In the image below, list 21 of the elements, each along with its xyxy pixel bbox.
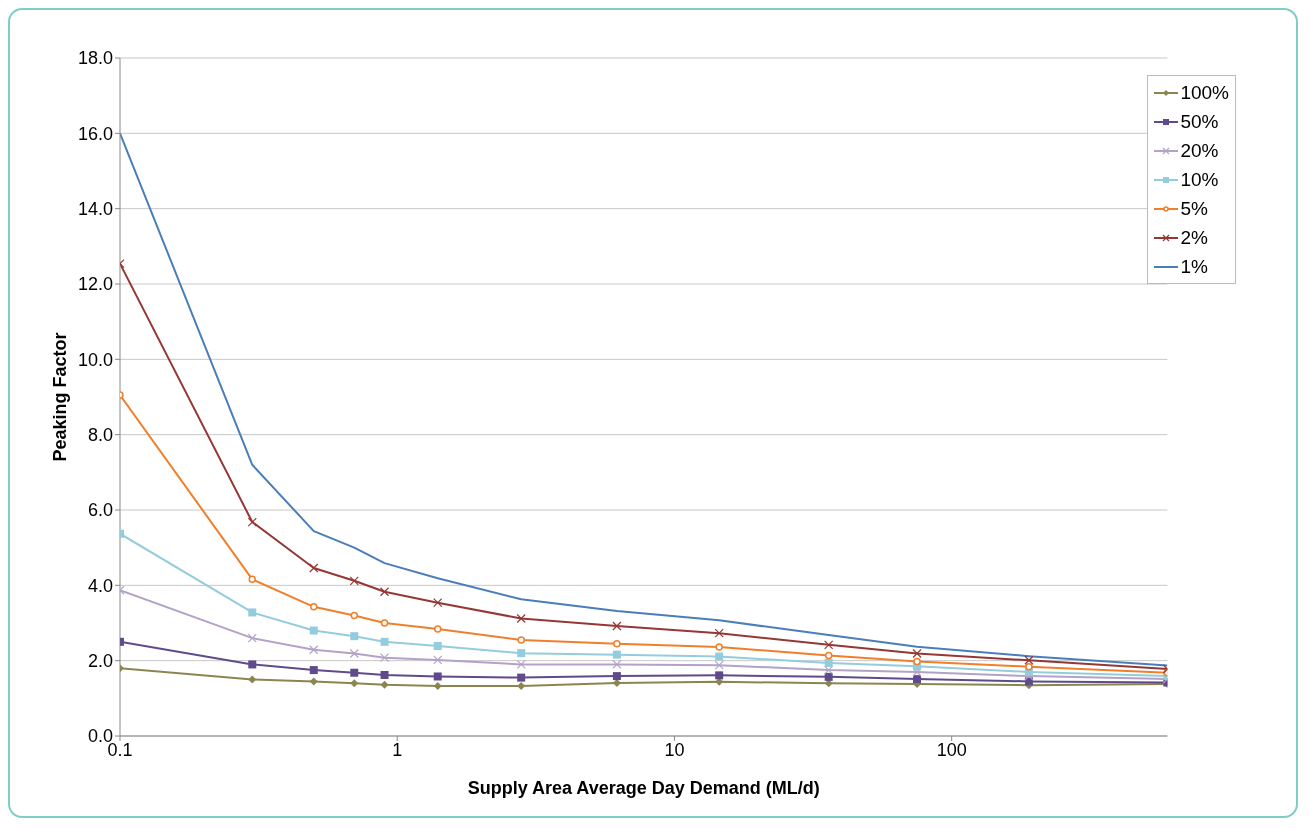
y-tick-label: 16.0 — [77, 123, 113, 144]
y-tick-label: 12.0 — [77, 274, 113, 295]
legend-label: 10% — [1180, 168, 1219, 191]
y-tick-label: 10.0 — [77, 349, 113, 370]
y-tick-label: 4.0 — [87, 575, 113, 596]
y-axis-title: Peaking Factor — [50, 332, 71, 462]
y-tick-label: 8.0 — [87, 425, 113, 446]
x-tick-label: 10 — [664, 739, 685, 760]
legend-label: 2% — [1180, 226, 1208, 249]
legend-label: 20% — [1180, 139, 1219, 162]
y-tick-label: 2.0 — [87, 651, 113, 672]
x-tick-label: 100 — [936, 739, 967, 760]
y-tick-label: 18.0 — [77, 48, 113, 69]
x-tick-label: 1 — [392, 739, 403, 760]
y-tick-label: 14.0 — [77, 199, 113, 220]
legend-label: 100% — [1180, 81, 1229, 104]
y-tick-label: 6.0 — [87, 500, 113, 521]
x-axis-title: Supply Area Average Day Demand (ML/d) — [467, 778, 820, 798]
legend-label: 50% — [1180, 110, 1219, 133]
legend-label: 1% — [1180, 255, 1208, 278]
legend-label: 5% — [1180, 197, 1208, 220]
